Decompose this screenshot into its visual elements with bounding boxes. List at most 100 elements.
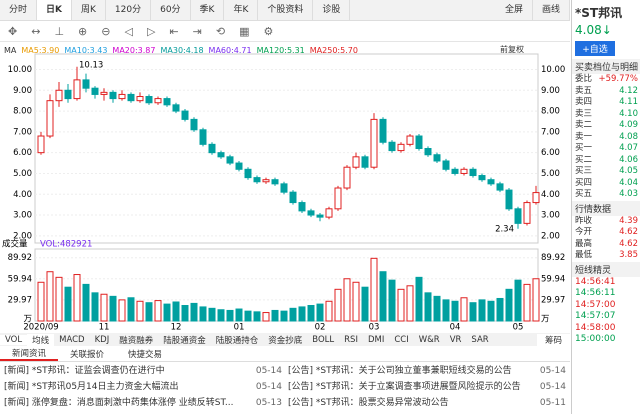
news-row[interactable]: [新闻] 涨停复盘：消息面刺激中药集体涨停 业绩反转ST... 05-13 xyxy=(4,395,282,411)
tool[interactable]: ⇤ xyxy=(169,24,179,38)
y-tick-label: 2.00 xyxy=(541,231,560,241)
label: 买四 xyxy=(575,177,593,188)
indicator-tab[interactable]: 资金抄底 xyxy=(268,335,303,346)
period-tab[interactable]: 个股资料 xyxy=(258,0,314,20)
indicator-tab[interactable]: VR xyxy=(449,334,462,345)
ma-item: MA60:4.71 xyxy=(208,45,252,55)
value: 4.10 xyxy=(619,108,638,119)
indicator-tab[interactable]: RSI xyxy=(344,334,358,345)
indicator-tab[interactable]: MACD xyxy=(59,334,85,345)
side-panel: *ST邦讯 4.08↓ +自选 买卖档位与明细 委比 +59.77% 卖五 4.12 卖四 4.1… xyxy=(571,0,640,414)
candle-body xyxy=(262,179,270,183)
indicator-tab[interactable]: DMI xyxy=(367,334,385,345)
tool[interactable]: ▷ xyxy=(146,24,156,38)
candle-body xyxy=(298,202,306,212)
news-tab[interactable]: 新闻资讯 xyxy=(0,347,59,361)
period-tab[interactable]: 日K xyxy=(37,0,72,20)
quote-row: 今开 4.62 xyxy=(572,227,640,239)
period-tab[interactable]: 120分 xyxy=(106,0,152,20)
tool[interactable]: ▦ xyxy=(239,24,250,38)
tool-tab[interactable]: 画线 xyxy=(533,0,570,20)
tool[interactable]: ↔ xyxy=(31,24,41,38)
tool[interactable]: ⊕ xyxy=(78,24,88,38)
volume-bar xyxy=(460,297,468,322)
tool-tab[interactable]: 全屏 xyxy=(496,0,533,20)
y-tick-label: 3.00 xyxy=(541,211,560,221)
adjust-select[interactable]: 前复权 xyxy=(500,45,524,54)
indicator-tab[interactable]: 融资融券 xyxy=(119,335,154,346)
indicator-tab[interactable]: W&R xyxy=(418,334,440,345)
volume-bar xyxy=(307,305,315,322)
period-tab[interactable]: 60分 xyxy=(151,0,191,20)
period-tab[interactable]: 季K xyxy=(191,0,225,20)
tool[interactable]: ⊖ xyxy=(101,24,111,38)
y-tick-label: 4.00 xyxy=(541,190,560,200)
chart: 10.00 10.00 9.00 9.00 8.00 8.00 7.00 7.00 6.00 6.… xyxy=(2,53,565,333)
news-date: 05-14 xyxy=(255,366,282,376)
news-row[interactable]: [新闻] *ST邦讯05月14日主力资金大幅流出 05-14 xyxy=(4,379,282,395)
volume-bar xyxy=(496,297,504,322)
chip-tab[interactable]: 筹码 xyxy=(536,333,570,346)
label: 卖三 xyxy=(575,108,593,119)
period-tab[interactable]: 分时 xyxy=(0,0,38,20)
news-row[interactable]: [新闻] *ST邦讯：证监会调查仍在进行中 05-14 xyxy=(4,363,282,379)
y-tick-label: 5.00 xyxy=(13,169,32,179)
add-watch[interactable]: +自选 xyxy=(575,41,615,56)
news-date: 05-14 xyxy=(539,382,566,392)
candle-body xyxy=(145,96,153,104)
y-tick-label: 9.00 xyxy=(541,86,560,96)
candle-body xyxy=(172,104,180,112)
y-tick-label: 4.00 xyxy=(13,190,32,200)
news-row[interactable]: [公告] *ST邦讯：关于公司独立董事兼职短线交易的公告 05-14 xyxy=(288,363,566,379)
sprite-time: 14:57:07 xyxy=(575,311,616,321)
x-tick-label: 03 xyxy=(369,323,380,333)
period-tab[interactable]: 诊股 xyxy=(313,0,351,20)
volume-bar xyxy=(523,283,531,322)
tool[interactable]: ◁ xyxy=(124,24,133,38)
book-row: 买一 4.07 xyxy=(572,143,640,155)
indicator-tab[interactable]: CCI xyxy=(394,334,409,345)
value: 4.07 xyxy=(619,143,638,153)
news-row[interactable]: [公告] *ST邦讯：股票交易异常波动公告 05-11 xyxy=(288,395,566,411)
tool[interactable]: ⟲ xyxy=(215,24,226,38)
candle-body xyxy=(91,87,99,95)
candle-body xyxy=(226,156,234,164)
news-row[interactable]: [公告] *ST邦讯：关于立案调查事项进展暨风险提示的公告 05-14 xyxy=(288,379,566,395)
low-note: 2.34 xyxy=(495,224,514,234)
period-tab[interactable]: 年K xyxy=(224,0,259,20)
volume-bar xyxy=(163,303,171,322)
indicator-tab[interactable]: 陆股通持仓 xyxy=(215,335,259,346)
indicator-tab[interactable]: VOL xyxy=(0,334,28,345)
notice-list: [公告] *ST邦讯：关于公司独立董事兼职短线交易的公告 05-14 [公告] *S… xyxy=(288,363,566,411)
candle-body xyxy=(460,168,468,174)
tool[interactable]: ⇥ xyxy=(192,24,202,38)
label: 最高 xyxy=(575,238,593,249)
candle-body xyxy=(532,192,540,204)
candle-body xyxy=(190,118,198,131)
news-tab[interactable]: 快捷交易 xyxy=(128,350,163,360)
tool[interactable]: ⊥ xyxy=(54,24,65,38)
volume-bar xyxy=(271,309,279,322)
candle-body xyxy=(271,179,279,185)
news-tab[interactable]: 关联报价 xyxy=(70,350,105,360)
y-tick-label: 5.00 xyxy=(541,169,560,179)
candle-body xyxy=(136,96,144,102)
volume-bar xyxy=(397,288,405,322)
indicator-tab[interactable]: 均线 xyxy=(27,333,55,346)
candle-body xyxy=(154,98,162,104)
book-row: 卖二 4.09 xyxy=(572,120,640,132)
volume-bar xyxy=(82,283,90,322)
indicator-tab[interactable]: SAR xyxy=(471,334,489,345)
value: 4.09 xyxy=(619,120,638,130)
period-tab[interactable]: 周K xyxy=(72,0,106,20)
tool[interactable]: ⚙ xyxy=(263,24,274,38)
ma-title: MA xyxy=(4,45,17,55)
indicator-tab[interactable]: KDJ xyxy=(94,334,110,345)
label: 昨收 xyxy=(575,215,593,226)
tool[interactable]: ✥ xyxy=(8,24,18,38)
indicator-tab[interactable]: BOLL xyxy=(312,334,335,345)
indicator-tab[interactable]: 陆股通资金 xyxy=(163,335,206,346)
news-title: [新闻] *ST邦讯：证监会调查仍在进行中 xyxy=(4,366,165,376)
volume-bar xyxy=(127,297,135,322)
